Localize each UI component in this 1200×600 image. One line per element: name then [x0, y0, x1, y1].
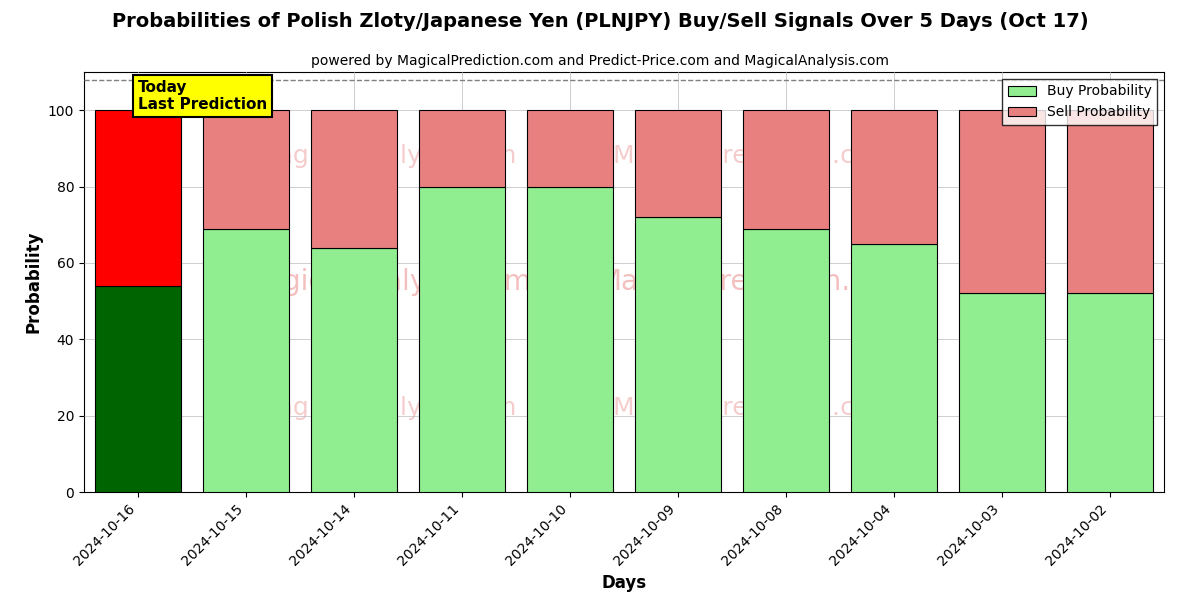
Bar — [959, 293, 1045, 492]
Bar — [527, 187, 613, 492]
Bar — [203, 110, 289, 229]
Text: MagicalAnalysis.com: MagicalAnalysis.com — [257, 144, 516, 168]
Bar — [1067, 110, 1153, 293]
Bar — [419, 187, 505, 492]
Bar — [95, 286, 181, 492]
Bar — [311, 248, 397, 492]
Text: MagicalAnalysis.com: MagicalAnalysis.com — [242, 268, 530, 296]
Bar — [851, 244, 937, 492]
Bar — [203, 229, 289, 492]
Text: Today
Last Prediction: Today Last Prediction — [138, 80, 268, 112]
Text: Probabilities of Polish Zloty/Japanese Yen (PLNJPY) Buy/Sell Signals Over 5 Days: Probabilities of Polish Zloty/Japanese Y… — [112, 12, 1088, 31]
Bar — [419, 110, 505, 187]
Bar — [635, 110, 721, 217]
Bar — [959, 110, 1045, 293]
Bar — [311, 110, 397, 248]
Bar — [527, 110, 613, 187]
Bar — [95, 110, 181, 286]
Text: MagicalPrediction.com: MagicalPrediction.com — [613, 396, 894, 420]
Legend: Buy Probability, Sell Probability: Buy Probability, Sell Probability — [1002, 79, 1157, 125]
Text: powered by MagicalPrediction.com and Predict-Price.com and MagicalAnalysis.com: powered by MagicalPrediction.com and Pre… — [311, 54, 889, 68]
Bar — [743, 229, 829, 492]
Text: MagicalAnalysis.com: MagicalAnalysis.com — [257, 396, 516, 420]
Text: MagicalPrediction.com: MagicalPrediction.com — [598, 268, 910, 296]
Bar — [635, 217, 721, 492]
Bar — [743, 110, 829, 229]
Bar — [1067, 293, 1153, 492]
Y-axis label: Probability: Probability — [24, 231, 42, 333]
Bar — [851, 110, 937, 244]
X-axis label: Days: Days — [601, 574, 647, 592]
Text: MagicalPrediction.com: MagicalPrediction.com — [613, 144, 894, 168]
